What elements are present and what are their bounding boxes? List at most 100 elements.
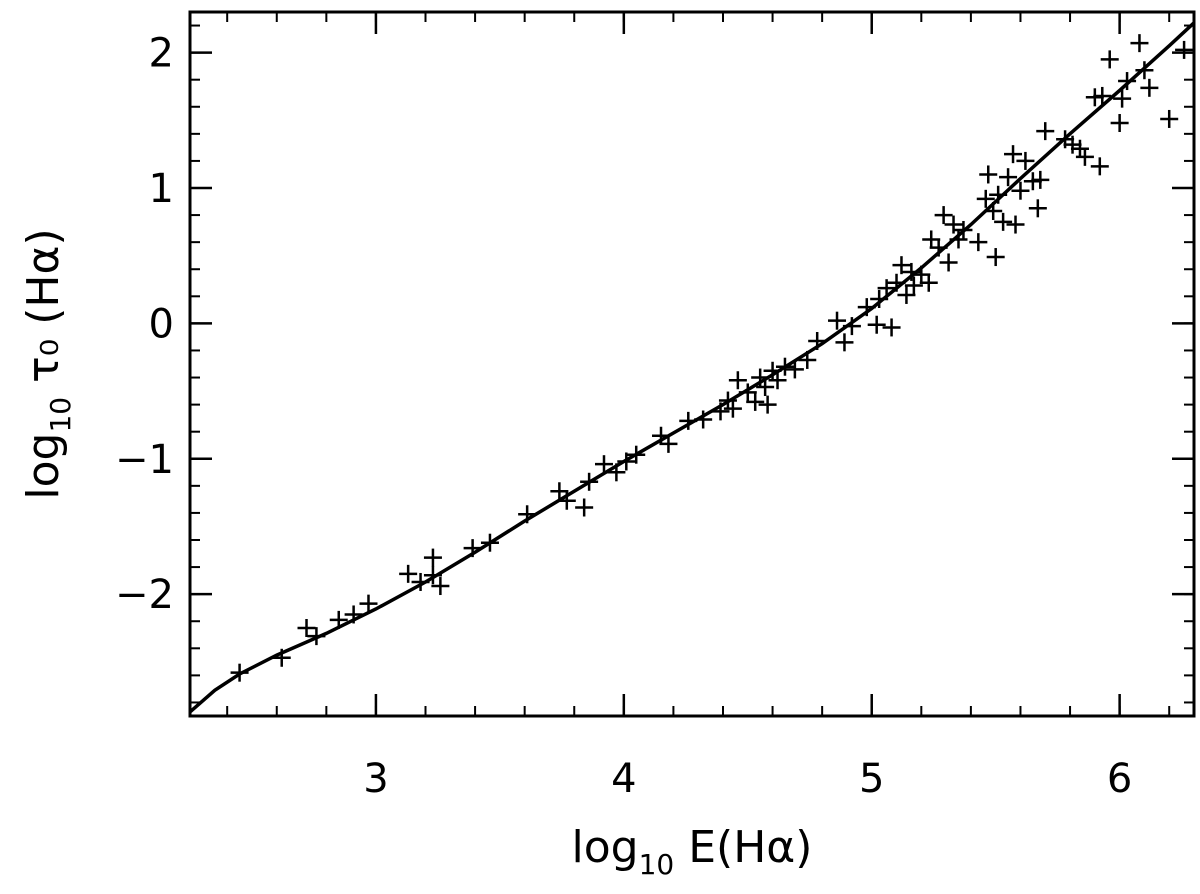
data-point <box>1118 72 1137 91</box>
data-point <box>557 491 576 510</box>
data-point <box>758 395 777 414</box>
data-point <box>989 185 1008 204</box>
data-point <box>411 572 430 591</box>
data-point <box>659 434 678 453</box>
data-point <box>969 233 988 252</box>
data-point <box>423 548 442 567</box>
data-point <box>423 566 442 585</box>
data-point <box>607 463 626 482</box>
data-point <box>870 290 889 309</box>
data-point <box>798 350 817 369</box>
data-point <box>694 410 713 429</box>
data-point <box>808 331 827 350</box>
data-point <box>594 455 613 474</box>
data-point <box>949 230 968 249</box>
y-tick-label: 0 <box>149 301 174 347</box>
data-point <box>1004 145 1023 164</box>
data-point <box>1036 122 1055 141</box>
data-point <box>1063 135 1082 154</box>
data-point <box>756 378 775 397</box>
data-point <box>1113 89 1132 108</box>
data-point <box>297 619 316 637</box>
data-point <box>1085 88 1104 107</box>
data-point <box>575 498 594 517</box>
data-point <box>768 371 787 390</box>
data-point <box>1130 34 1149 53</box>
data-point <box>857 298 876 317</box>
data-point <box>723 399 742 418</box>
data-point <box>835 333 854 352</box>
data-point <box>230 663 249 682</box>
data-point <box>1006 215 1025 234</box>
data-point <box>751 368 770 387</box>
y-axis-label: log10 τ₀ (Hα) <box>18 228 77 499</box>
data-point <box>877 279 896 298</box>
data-point <box>828 311 847 330</box>
data-point <box>867 315 886 334</box>
data-point <box>1140 78 1159 97</box>
data-point <box>1100 50 1119 69</box>
data-point <box>359 594 378 613</box>
data-point <box>919 273 938 292</box>
data-point <box>518 505 537 524</box>
data-point <box>679 411 698 430</box>
data-point <box>934 206 953 225</box>
data-point <box>892 256 911 275</box>
tick-labels: 3 4 5 6 −2 −1 0 1 2 <box>115 31 1132 802</box>
data-point <box>329 610 348 629</box>
x-tick-label: 6 <box>1107 756 1132 802</box>
data-point <box>1110 114 1129 133</box>
data-point <box>1175 40 1194 59</box>
data-point <box>954 220 973 239</box>
data-point <box>1093 86 1112 105</box>
data-points <box>230 34 1194 682</box>
data-point <box>580 472 599 491</box>
plot-frame <box>188 10 1196 718</box>
data-point <box>842 317 861 336</box>
data-point <box>763 361 782 380</box>
data-point <box>307 627 326 646</box>
y-tick-label: 2 <box>149 31 174 77</box>
data-point <box>887 273 906 292</box>
data-point <box>994 212 1013 231</box>
data-point <box>738 383 757 402</box>
x-tick-label: 4 <box>611 756 636 802</box>
data-point <box>999 168 1018 187</box>
data-point <box>882 318 901 337</box>
data-point <box>627 445 646 464</box>
data-point <box>1031 170 1050 189</box>
data-point <box>431 577 450 596</box>
data-point <box>986 248 1005 267</box>
data-point <box>944 215 963 234</box>
data-point <box>399 564 418 583</box>
data-point <box>480 533 499 552</box>
axis-ticks <box>190 12 1194 716</box>
x-axis-label: log10 E(Hα) <box>572 822 813 881</box>
data-point <box>746 392 765 411</box>
data-point <box>550 482 569 501</box>
data-point <box>904 276 923 295</box>
data-point <box>1160 109 1179 128</box>
data-point <box>463 539 482 558</box>
y-tick-label: −1 <box>115 437 174 483</box>
data-point <box>939 253 958 272</box>
data-point <box>775 357 794 376</box>
data-point <box>976 189 995 208</box>
data-point <box>1090 157 1109 176</box>
data-point <box>1016 151 1035 170</box>
y-tick-label: 1 <box>149 166 174 212</box>
data-point <box>902 262 921 281</box>
data-point <box>979 165 998 184</box>
fit-curve <box>188 21 1196 714</box>
data-point <box>1075 147 1094 166</box>
data-point <box>912 265 931 284</box>
x-tick-label: 3 <box>363 756 388 802</box>
data-point <box>1011 181 1030 200</box>
data-point <box>1135 61 1154 80</box>
data-point <box>652 426 671 445</box>
data-point <box>984 202 1003 221</box>
data-point <box>272 648 291 667</box>
data-point <box>344 605 363 624</box>
data-point <box>929 238 948 257</box>
